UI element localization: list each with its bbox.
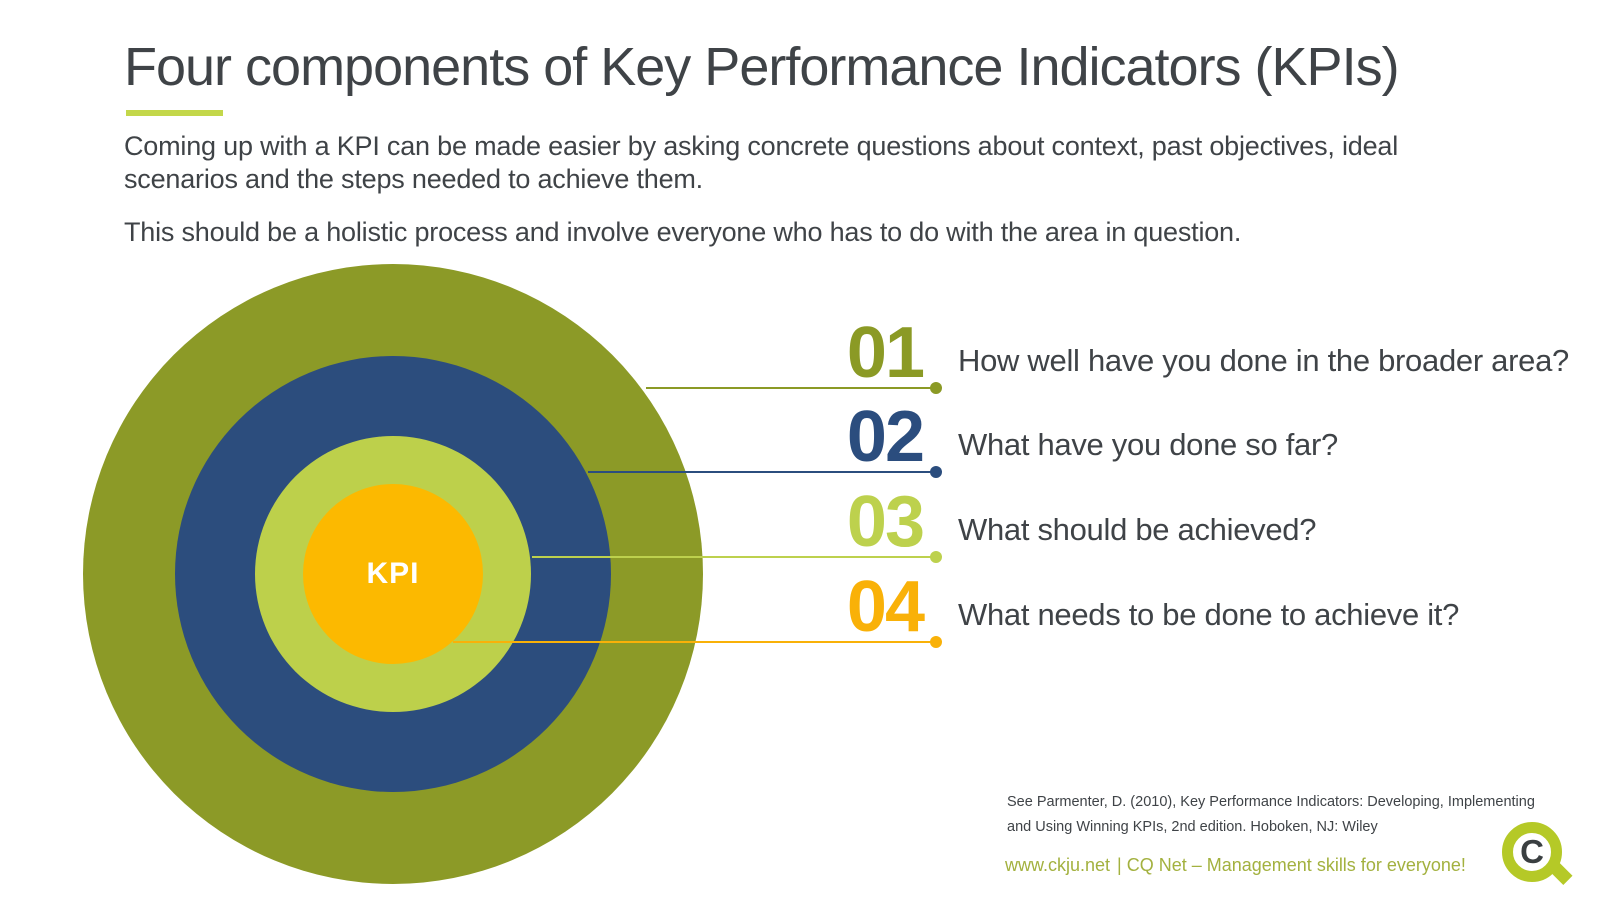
- item-question-1: How well have you done in the broader ar…: [958, 343, 1569, 378]
- citation: See Parmenter, D. (2010), Key Performanc…: [1007, 790, 1535, 839]
- title-underline-accent: [126, 110, 223, 116]
- ring-kpi-core: KPI: [303, 484, 483, 664]
- citation-line-2: and Using Winning KPIs, 2nd edition. Hob…: [1007, 818, 1378, 835]
- item-question-2: What have you done so far?: [958, 427, 1338, 462]
- connector-line-3: [532, 556, 936, 558]
- intro-paragraph-2: This should be a holistic process and in…: [124, 217, 1242, 247]
- intro-paragraph-1-line-2: scenarios and the steps needed to achiev…: [124, 164, 703, 194]
- connector-line-2: [588, 471, 936, 473]
- connector-dot-2: [930, 466, 942, 478]
- item-number-3: 03: [846, 482, 925, 562]
- item-number-4: 04: [846, 567, 925, 647]
- page-title: Four components of Key Performance Indic…: [124, 37, 1400, 97]
- connector-line-4: [453, 641, 936, 643]
- item-number-2: 02: [846, 397, 925, 477]
- footer-url-link[interactable]: www.ckju.net: [1005, 855, 1111, 875]
- cq-logo-ring: C: [1502, 822, 1562, 882]
- kpi-center-label: KPI: [366, 557, 420, 590]
- item-question-4: What needs to be done to achieve it?: [958, 597, 1460, 632]
- cq-logo-letter: C: [1520, 832, 1544, 870]
- citation-line-1: See Parmenter, D. (2010), Key Performanc…: [1007, 794, 1535, 810]
- intro-paragraph-1: Coming up with a KPI can be made easier …: [124, 130, 1398, 196]
- item-question-3: What should be achieved?: [958, 512, 1317, 547]
- intro-paragraph-1-line-1: Coming up with a KPI can be made easier …: [124, 131, 1399, 161]
- connector-line-1: [646, 387, 936, 389]
- connector-dot-4: [930, 636, 942, 648]
- connector-dot-1: [930, 382, 942, 394]
- footer-tagline-text: | CQ Net – Management skills for everyon…: [1117, 855, 1466, 875]
- item-number-1: 01: [846, 313, 925, 393]
- connector-dot-3: [930, 551, 942, 563]
- footer-tagline: www.ckju.net | CQ Net – Management skills…: [1005, 855, 1466, 877]
